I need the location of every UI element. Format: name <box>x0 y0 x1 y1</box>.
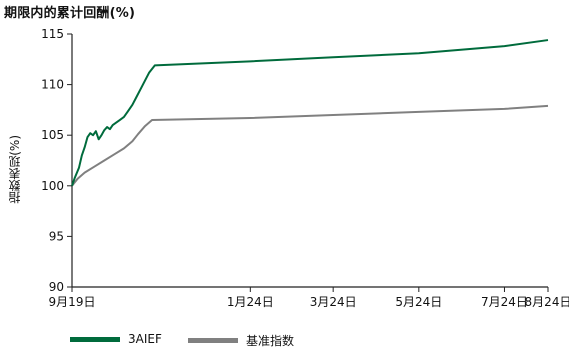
chart-title: 期限内的累计回酬(%) <box>4 6 136 21</box>
x-tick-label: 5月24日 <box>395 295 442 309</box>
legend-label: 3AIEF <box>128 332 162 346</box>
x-tick-label: 9月19日 <box>49 295 96 309</box>
legend-swatch <box>188 338 238 343</box>
x-tick-label: 8月24日 <box>525 295 569 309</box>
chart-plot: 90 95 100 105 110 115 9月19日 1月24日 3月24日 5月24日 7月24… <box>41 27 569 309</box>
legend-swatch <box>70 336 120 342</box>
y-tick-label: 100 <box>41 179 64 193</box>
x-tick-label: 7月24日 <box>481 295 528 309</box>
y-tick-label: 90 <box>49 280 64 294</box>
y-tick-label: 115 <box>41 27 64 41</box>
legend-item: 3AIEF <box>70 332 162 346</box>
series-line <box>71 104 549 187</box>
y-tick-label: 95 <box>49 229 64 243</box>
series-line <box>71 39 549 187</box>
y-tick-label: 105 <box>41 128 64 142</box>
y-tick-label: 110 <box>41 78 64 92</box>
x-tick-label: 3月24日 <box>310 295 357 309</box>
legend-label: 基准指数 <box>246 334 295 348</box>
legend-item: 基准指数 <box>188 332 294 349</box>
x-tick-label: 1月24日 <box>227 295 274 309</box>
